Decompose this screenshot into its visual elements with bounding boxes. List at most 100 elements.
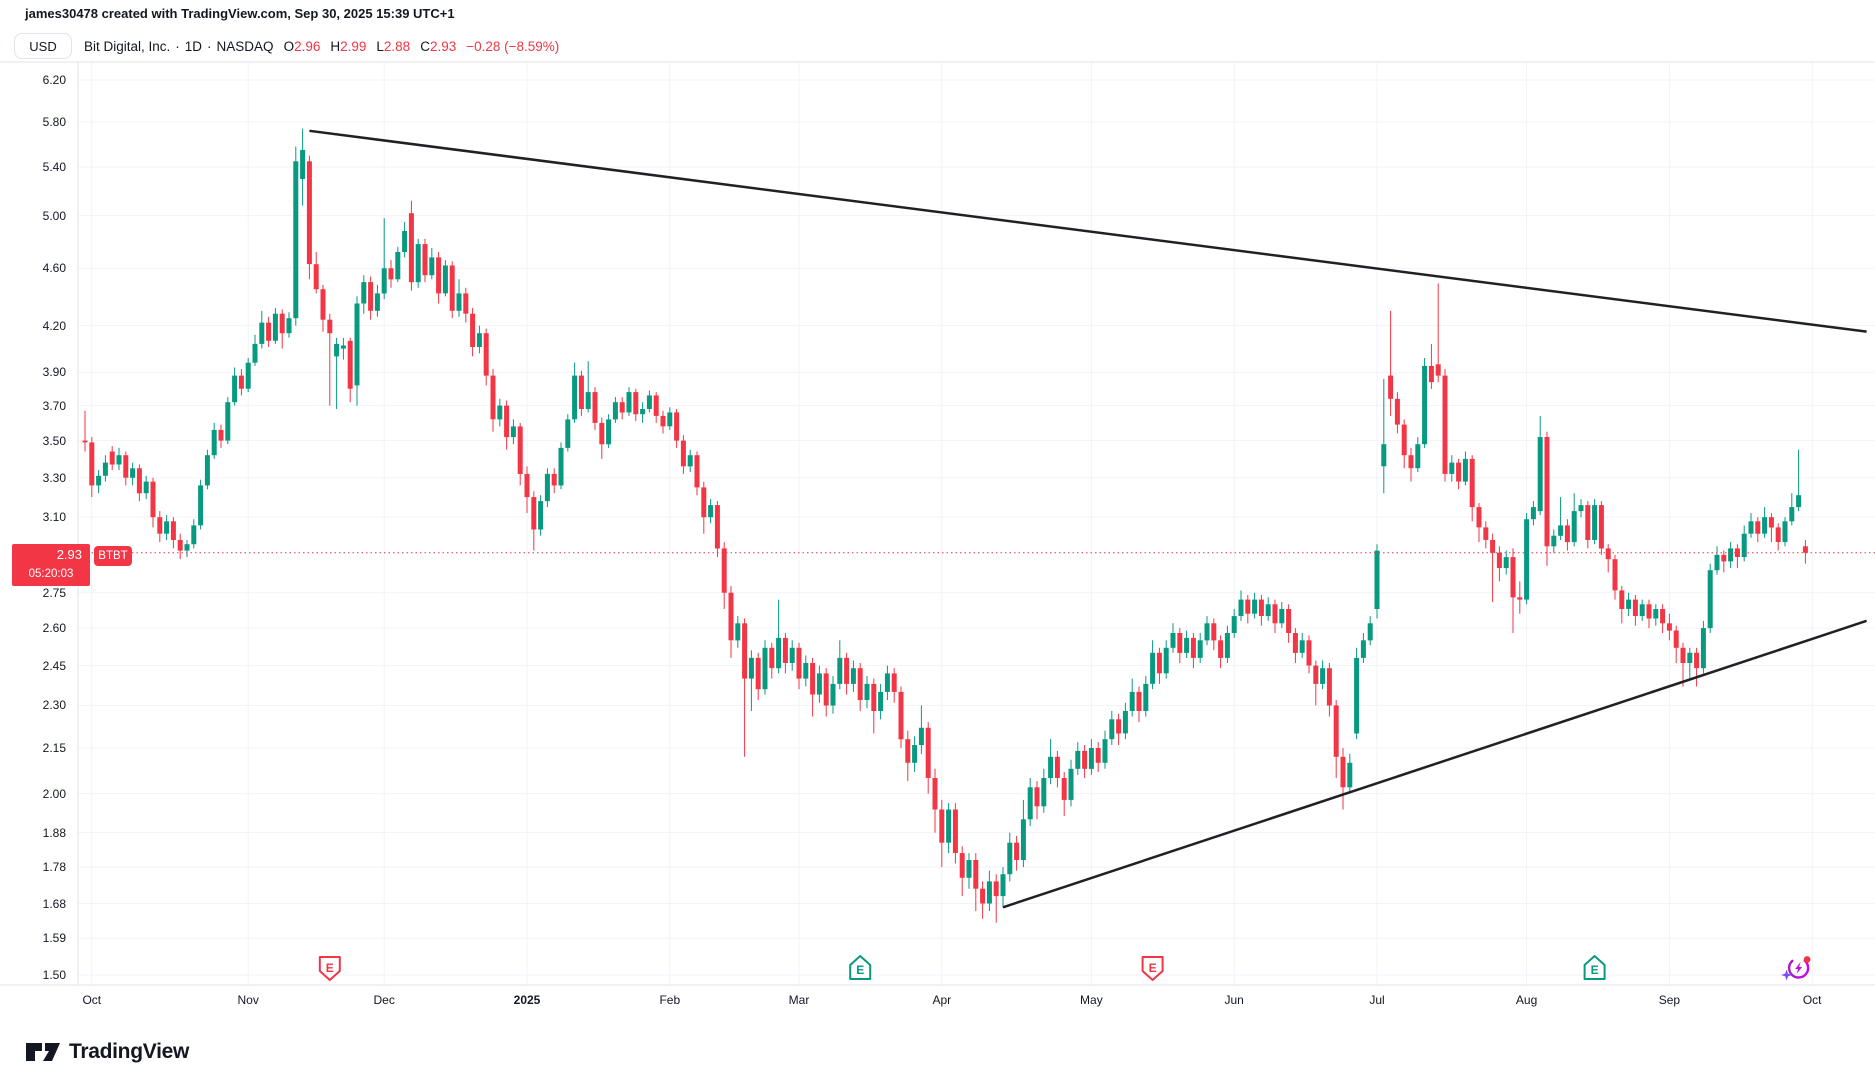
earnings-beat-icon[interactable]: E xyxy=(849,955,872,980)
candle-body xyxy=(837,657,843,684)
candle xyxy=(544,468,550,508)
candle xyxy=(456,279,462,317)
candle xyxy=(218,424,224,448)
candle xyxy=(551,468,557,494)
candle xyxy=(1666,613,1672,641)
candle xyxy=(946,803,952,854)
candle-body xyxy=(442,265,448,294)
candle-body xyxy=(687,455,693,467)
candle-body xyxy=(524,473,530,498)
candle xyxy=(810,657,816,717)
candle xyxy=(1728,542,1734,568)
candle-body xyxy=(1700,628,1706,669)
candle-body xyxy=(796,647,802,679)
chart-header: USD Bit Digital, Inc. · 1D · NASDAQ O 2.96 H 2.9… xyxy=(0,30,1875,62)
candle-body xyxy=(1415,444,1421,469)
price-tick-label: 1.88 xyxy=(42,825,66,840)
candle-body xyxy=(823,673,829,706)
trendline-lower-ascending[interactable] xyxy=(1002,619,1867,909)
candle-body xyxy=(422,244,428,276)
candle xyxy=(1490,533,1496,602)
candle xyxy=(252,334,258,366)
candle xyxy=(96,470,102,494)
candle xyxy=(769,642,775,679)
candle xyxy=(708,499,714,524)
candle xyxy=(1503,550,1509,575)
candle xyxy=(157,511,163,543)
currency-button[interactable]: USD xyxy=(14,33,72,59)
candle xyxy=(1476,503,1482,543)
candle xyxy=(1231,609,1237,638)
candle xyxy=(1483,521,1489,549)
candle-body xyxy=(1367,623,1373,641)
candle xyxy=(1408,447,1414,482)
upcoming-earnings-icon[interactable] xyxy=(1781,955,1812,982)
candle-body xyxy=(1224,633,1230,658)
candle xyxy=(1265,597,1271,621)
candle xyxy=(245,358,251,393)
candle xyxy=(1360,633,1366,663)
candle xyxy=(504,400,510,450)
trendline-upper-descending[interactable] xyxy=(309,129,1867,333)
candle-body xyxy=(939,809,945,843)
candle xyxy=(1082,745,1088,778)
candle-body xyxy=(742,623,748,679)
earnings-miss-icon[interactable]: E xyxy=(318,956,341,981)
candle xyxy=(891,668,897,703)
candle xyxy=(1163,640,1169,679)
current-price-value: 2.93 xyxy=(56,547,82,562)
candle xyxy=(1524,513,1530,605)
separator: · xyxy=(175,38,180,54)
candle xyxy=(1156,647,1162,684)
candle-body xyxy=(1578,505,1584,512)
candle xyxy=(361,275,367,314)
candle xyxy=(1211,618,1217,651)
candle-body xyxy=(504,405,510,438)
candle-body xyxy=(708,505,714,518)
price-tick-label: 2.15 xyxy=(42,740,66,755)
price-tick-label: 2.30 xyxy=(42,698,66,713)
candle-body xyxy=(558,447,564,486)
candle-body xyxy=(1469,458,1475,508)
candle xyxy=(1313,660,1319,706)
candle xyxy=(986,870,992,912)
candle-body xyxy=(293,161,299,319)
symbol-badge[interactable]: BTBT xyxy=(94,546,132,566)
candle xyxy=(714,501,720,558)
candle xyxy=(415,238,421,288)
symbol-info-line[interactable]: Bit Digital, Inc. · 1D · NASDAQ O 2.96 H 2.99 L 2.… xyxy=(84,30,559,62)
candle xyxy=(1619,585,1625,624)
candle-body xyxy=(517,426,523,474)
candle-body xyxy=(1082,750,1088,769)
candle-body xyxy=(1258,599,1264,616)
candle-body xyxy=(1252,599,1258,614)
tradingview-logo-text: TradingView xyxy=(69,1040,190,1063)
candle-body xyxy=(816,673,822,695)
candle-body xyxy=(1245,599,1251,614)
candle-body xyxy=(157,517,163,534)
candle-body xyxy=(388,268,394,280)
candle-body xyxy=(1102,739,1108,763)
candle-body xyxy=(1204,623,1210,641)
notification-dot xyxy=(1803,956,1811,963)
candle-body xyxy=(538,501,544,530)
candle xyxy=(150,477,156,528)
candle xyxy=(1802,540,1808,564)
candle-body xyxy=(1156,652,1162,674)
candle-body xyxy=(1075,750,1081,769)
candle xyxy=(640,402,646,423)
candle xyxy=(980,881,986,919)
candle-body xyxy=(402,231,408,252)
earnings-miss-icon[interactable]: E xyxy=(1141,956,1164,981)
sparkle-icon xyxy=(1781,969,1793,981)
earnings-letter: E xyxy=(1149,961,1157,975)
candle-body xyxy=(490,375,496,420)
candle xyxy=(694,451,700,496)
candle-body xyxy=(1218,640,1224,658)
candle xyxy=(354,296,360,406)
lightning-bolt-icon xyxy=(1795,962,1803,974)
earnings-beat-icon[interactable]: E xyxy=(1583,955,1606,980)
candle xyxy=(1238,590,1244,621)
candle-body xyxy=(578,375,584,409)
